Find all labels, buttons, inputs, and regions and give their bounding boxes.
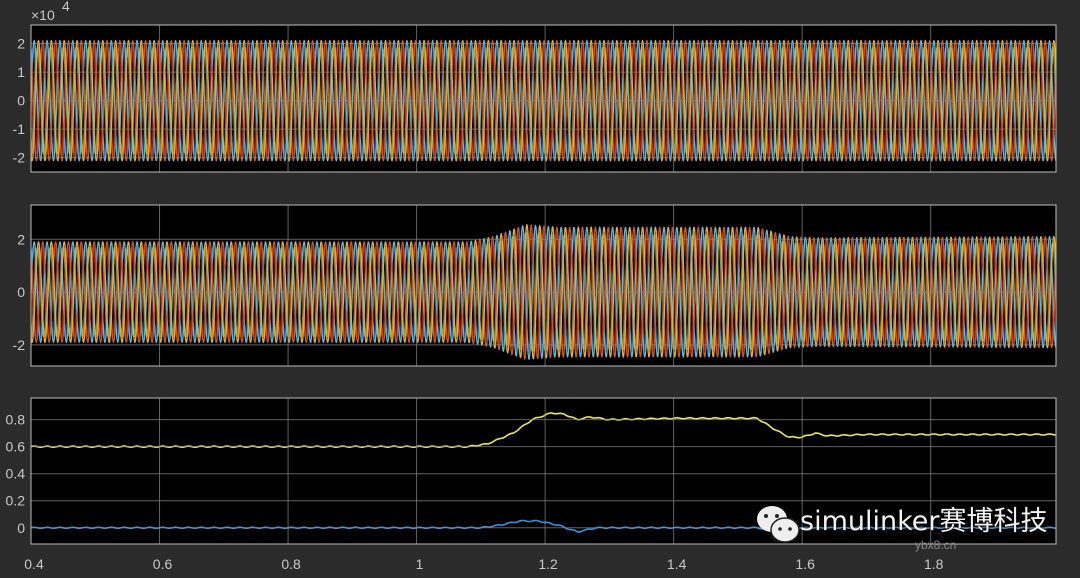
waveform-line: [31, 224, 1056, 361]
axes-3: 0 0.2 0.4 0.6 0.8 0.4 0.6 0.8 1 1.2 1.4 1.6 1.8: [6, 397, 1057, 572]
axes-2: -2 0 2: [13, 204, 1057, 367]
y-exponent-power: 4: [62, 0, 70, 14]
y-tick-label: 0.8: [6, 412, 26, 428]
x-tick-label: 0.8: [281, 556, 301, 572]
x-tick-label: 1: [416, 556, 424, 572]
x-tick-label: 0.4: [24, 556, 44, 572]
y-tick-label: -2: [13, 337, 26, 353]
axes-1: -2 -1 0 1 2 ×10 4: [13, 0, 1057, 173]
axes-box: [30, 204, 1057, 367]
y-tick-label: 0: [17, 520, 25, 536]
y-tick-label: 0.2: [6, 493, 26, 509]
y-tick-label: 0.4: [6, 466, 26, 482]
watermark-text: simulinker赛博科技: [800, 506, 1048, 537]
x-tick-label: 1.4: [667, 556, 687, 572]
watermark-site: ybx8.cn: [915, 538, 957, 552]
x-tick-label: 1.6: [795, 556, 815, 572]
x-tick-label: 1.8: [924, 556, 944, 572]
waveform-line: [31, 39, 1056, 162]
y-tick-label: -1: [13, 121, 26, 137]
axes-box: [30, 397, 1057, 545]
y-tick-label: 1: [17, 64, 25, 80]
series-line: [31, 412, 1056, 449]
x-tick-label: 0.6: [153, 556, 173, 572]
waveform-line: [31, 39, 1056, 162]
x-tick-label: 1.2: [538, 556, 558, 572]
plot-area: [31, 398, 1056, 544]
y-tick-label: 0.6: [6, 439, 26, 455]
waveform-line: [31, 39, 1056, 162]
y-tick-label: 2: [17, 231, 25, 247]
y-exponent-label: ×10: [31, 7, 55, 23]
waveform-line: [31, 223, 1056, 360]
y-tick-label: -2: [13, 150, 26, 166]
axes-box: [30, 24, 1057, 173]
y-tick-label: 2: [17, 36, 25, 52]
y-tick-label: 0: [17, 284, 25, 300]
data-layer: [31, 39, 1056, 162]
wechat-icon: [757, 506, 800, 543]
data-layer: [31, 223, 1056, 361]
y-tick-label: 0: [17, 93, 25, 109]
